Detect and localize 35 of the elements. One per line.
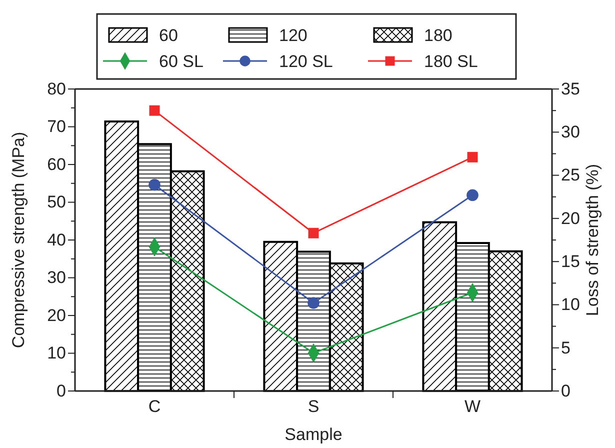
point	[148, 178, 160, 191]
y2-tick-label: 0	[561, 381, 570, 400]
x-axis-title: Sample	[284, 425, 342, 444]
legend-label: 120 SL	[279, 52, 333, 71]
x-tick-label: C	[148, 397, 161, 416]
legend-label: 60	[159, 26, 178, 45]
y-tick-label: 50	[47, 192, 66, 212]
y-tick-label: 30	[47, 268, 66, 288]
y-tick-label: 0	[56, 381, 66, 400]
legend-label: 180 SL	[424, 52, 478, 71]
y2-axis-title: Loss of strength (%)	[583, 164, 602, 316]
y-tick-label: 20	[47, 306, 66, 325]
x-tick-label: S	[308, 397, 320, 416]
y2-tick-label: 30	[561, 122, 580, 142]
point	[308, 297, 320, 309]
y-tick-label: 70	[47, 117, 66, 136]
y-tick-label: 40	[47, 230, 66, 250]
y-axis-title: Compressive strength (MPa)	[9, 132, 28, 348]
y-tick-label: 10	[47, 344, 66, 363]
x-tick-label: W	[464, 397, 481, 416]
y2-tick-label: 5	[561, 338, 570, 358]
point	[308, 228, 319, 238]
y-tick-label: 60	[47, 154, 66, 174]
point	[149, 105, 160, 116]
y2-tick-label: 15	[561, 252, 580, 272]
y2-tick-label: 35	[561, 79, 580, 98]
y2-tick-label: 25	[561, 166, 580, 185]
y-tick-label: 80	[47, 79, 66, 98]
point	[467, 152, 478, 162]
legend-label: 180	[424, 26, 452, 45]
y2-tick-label: 20	[561, 208, 580, 228]
legend-label: 120	[279, 26, 308, 45]
y2-tick-label: 10	[561, 295, 580, 314]
point	[466, 189, 478, 202]
legend-label: 60 SL	[159, 52, 204, 71]
